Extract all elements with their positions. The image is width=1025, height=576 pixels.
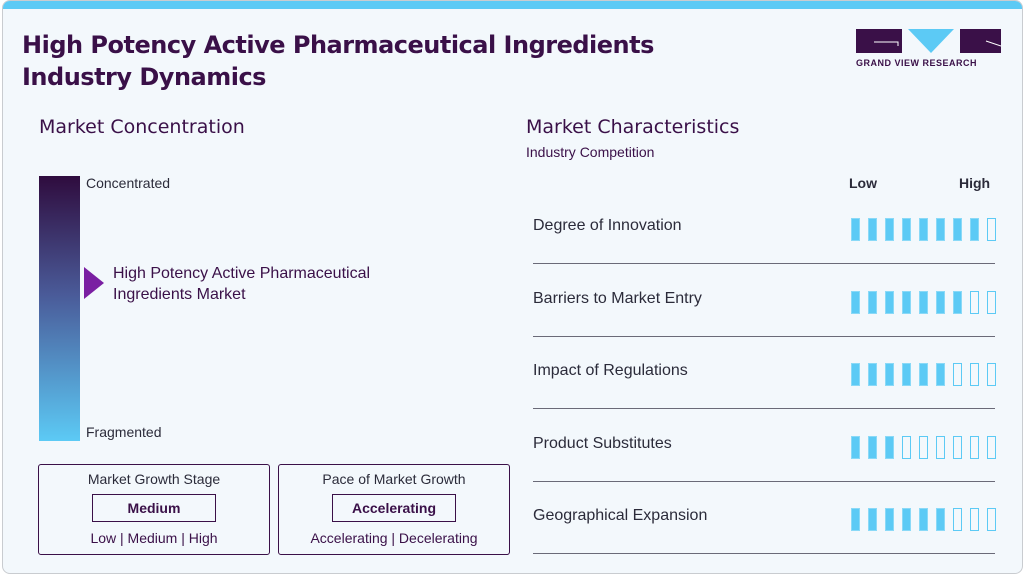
characteristic-row: Geographical Expansion — [533, 481, 996, 554]
title-line-1: High Potency Active Pharmaceutical Ingre… — [22, 31, 654, 59]
rating-segment-empty — [902, 435, 911, 459]
rating-segment-filled — [902, 508, 911, 531]
growth-stage-options: Low | Medium | High — [90, 530, 218, 546]
rating-segment-empty — [987, 508, 996, 531]
industry-competition-subheading: Industry Competition — [526, 144, 655, 160]
rating-segment-filled — [868, 363, 877, 386]
rating-segment-filled — [919, 218, 928, 241]
market-name-line-2: Ingredients Market — [113, 286, 246, 303]
logo-text: GRAND VIEW RESEARCH — [856, 58, 978, 68]
rating-segment-filled — [851, 363, 860, 386]
rating-segment-empty — [919, 435, 928, 459]
rating-segment-filled — [885, 435, 894, 459]
grand-view-research-logo: GRAND VIEW RESEARCH — [856, 29, 1001, 68]
market-name: High Potency Active Pharmaceutical Ingre… — [113, 263, 370, 305]
characteristic-label: Geographical Expansion — [533, 507, 708, 524]
rating-segment-empty — [936, 435, 945, 459]
rating-segment-filled — [970, 218, 979, 241]
characteristic-label: Impact of Regulations — [533, 362, 688, 379]
concentration-gradient-bar — [39, 176, 80, 441]
rating-segment-filled — [868, 218, 877, 241]
rating-bar — [851, 363, 996, 386]
market-characteristics-heading: Market Characteristics — [526, 116, 740, 138]
rating-segment-empty — [953, 435, 962, 459]
rating-segment-empty — [987, 290, 996, 314]
rating-segment-filled — [902, 218, 911, 241]
pace-options: Accelerating | Decelerating — [310, 530, 478, 546]
market-growth-stage-box: Market Growth Stage Medium Low | Medium … — [38, 464, 270, 555]
rating-segment-filled — [851, 218, 860, 241]
rating-segment-filled — [919, 363, 928, 386]
characteristic-label: Degree of Innovation — [533, 217, 682, 234]
rating-segment-filled — [851, 508, 860, 531]
rating-segment-filled — [936, 363, 945, 386]
rating-segment-empty — [970, 290, 979, 314]
rating-segment-filled — [936, 290, 945, 314]
rating-segment-filled — [936, 218, 945, 241]
characteristic-row: Degree of Innovation — [533, 191, 996, 264]
characteristic-label: Product Substitutes — [533, 434, 672, 452]
characteristic-row: Barriers to Market Entry — [533, 264, 996, 337]
rating-segment-filled — [885, 363, 894, 386]
growth-stage-title: Market Growth Stage — [87, 471, 221, 487]
rating-bar — [851, 290, 996, 314]
rating-segment-filled — [953, 290, 962, 314]
rating-segment-filled — [868, 435, 877, 459]
fragmented-label: Fragmented — [86, 424, 162, 440]
rating-segment-empty — [970, 363, 979, 386]
page-title: High Potency Active Pharmaceutical Ingre… — [22, 29, 654, 93]
growth-stage-value: Medium — [92, 494, 216, 522]
pace-of-growth-box: Pace of Market Growth Accelerating Accel… — [278, 464, 510, 555]
rating-segment-filled — [851, 290, 860, 314]
rating-segment-empty — [987, 363, 996, 386]
rating-segment-filled — [936, 508, 945, 531]
rating-segment-filled — [885, 218, 894, 241]
rating-segment-filled — [868, 290, 877, 314]
rating-segment-empty — [987, 435, 996, 459]
logo-v-triangle-icon — [908, 29, 954, 53]
rating-segment-filled — [953, 218, 962, 241]
rating-segment-filled — [902, 363, 911, 386]
rating-bar — [851, 218, 996, 241]
rating-segment-empty — [987, 218, 996, 241]
rating-segment-filled — [919, 508, 928, 531]
characteristic-label: Barriers to Market Entry — [533, 289, 702, 307]
pace-value: Accelerating — [332, 494, 456, 522]
rating-segment-filled — [868, 508, 877, 531]
rating-segment-empty — [970, 508, 979, 531]
rating-segment-empty — [970, 435, 979, 459]
characteristic-row: Product Substitutes — [533, 409, 996, 482]
rating-bar — [851, 435, 996, 459]
rating-bar — [851, 508, 996, 531]
rating-segment-filled — [885, 290, 894, 314]
market-name-line-1: High Potency Active Pharmaceutical — [113, 265, 371, 282]
rating-segment-filled — [919, 290, 928, 314]
marker-arrow-icon — [84, 267, 104, 299]
pace-title: Pace of Market Growth — [322, 471, 466, 487]
rating-segment-filled — [885, 508, 894, 531]
low-label: Low — [849, 175, 877, 191]
rating-segment-empty — [953, 363, 962, 386]
market-concentration-heading: Market Concentration — [39, 116, 245, 138]
characteristic-row: Impact of Regulations — [533, 336, 996, 409]
logo-g-block-icon — [856, 29, 902, 53]
rating-segment-filled — [902, 290, 911, 314]
high-label: High — [959, 175, 991, 191]
logo-r-block-icon — [960, 29, 1001, 53]
concentrated-label: Concentrated — [86, 175, 171, 191]
title-line-2: Industry Dynamics — [22, 63, 266, 91]
rating-segment-filled — [851, 435, 860, 459]
rating-segment-empty — [953, 508, 962, 531]
top-accent-bar — [3, 1, 1022, 9]
